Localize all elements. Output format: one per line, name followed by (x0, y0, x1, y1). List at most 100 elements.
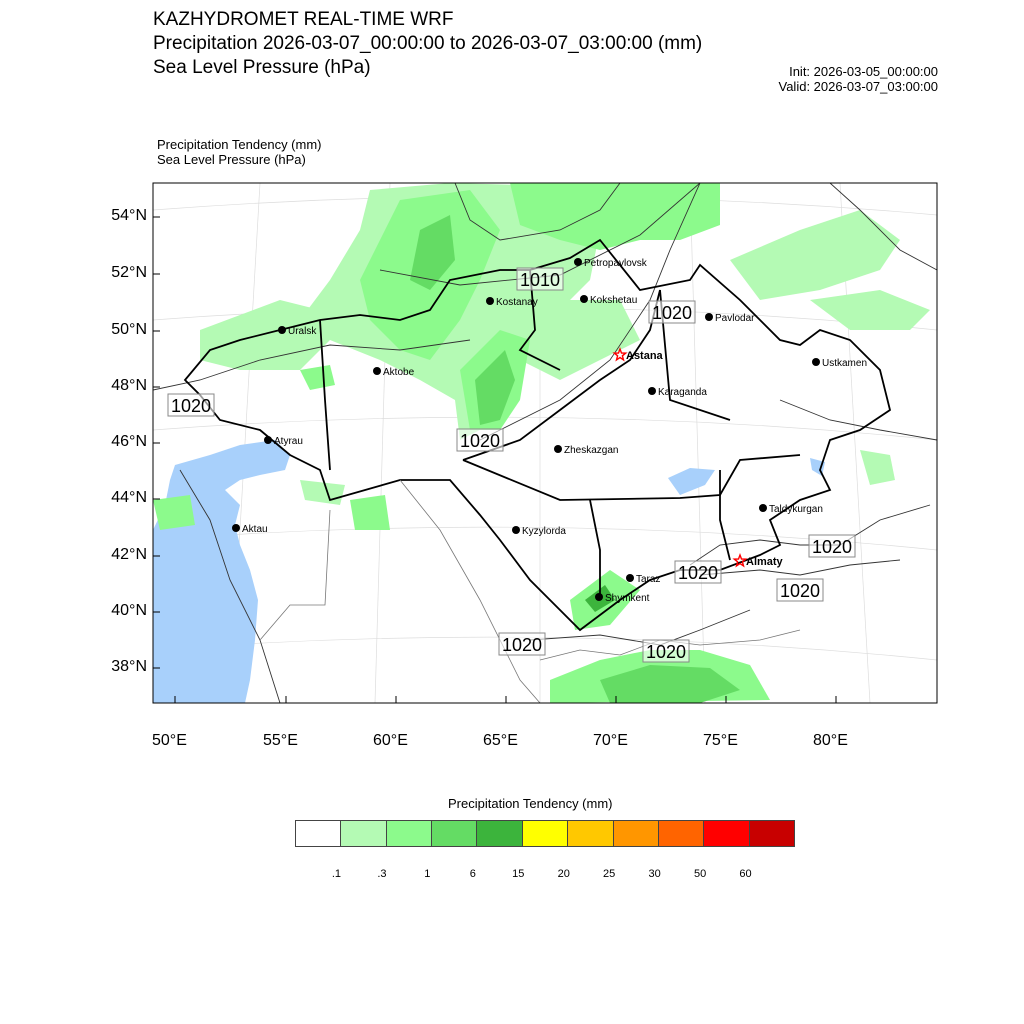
lat-label: 48°N (111, 377, 147, 394)
colorbar-label: 30 (648, 868, 661, 880)
city-label: Shymkent (605, 593, 650, 604)
borders (183, 238, 892, 632)
aral-lake (668, 468, 715, 495)
contour-label: 1020 (812, 537, 852, 557)
lon-label: 75°E (703, 732, 738, 749)
lat-label: 42°N (111, 546, 147, 563)
city-label: Astana (626, 350, 664, 362)
city-markers: Petropavlovsk Kostanay Kokshetau Pavlodar Ur… (232, 258, 867, 604)
city-dot-icon (574, 258, 582, 266)
lon-label: 65°E (483, 732, 518, 749)
city-dot-icon (232, 524, 240, 532)
city-label: Atyrau (274, 436, 303, 447)
city-label: Aktau (242, 524, 268, 535)
city-label: Ustkamen (822, 358, 867, 369)
chart-title: KAZHYDROMET REAL-TIME WRF (153, 9, 454, 30)
contour-label-box (456, 428, 504, 452)
valid-time: Valid: 2026-03-07_03:00:00 (778, 79, 939, 94)
contour-label-box (167, 393, 215, 417)
colorbar-label: .1 (331, 868, 342, 880)
lat-label: 52°N (111, 264, 147, 281)
contour-label-box (808, 534, 856, 558)
capital-star-icon (732, 553, 748, 568)
colorbar-label: 50 (693, 868, 707, 880)
colorbar-label: 6 (469, 868, 476, 880)
lat-label: 44°N (111, 489, 147, 506)
colorbar-label: 20 (557, 868, 570, 880)
colorbar-swatch (296, 821, 341, 846)
city-label: Taraz (636, 574, 660, 585)
city-label: Kokshetau (590, 295, 637, 306)
colorbar (295, 820, 795, 847)
colorbar-swatch (431, 821, 477, 846)
city-label: Zheskazgan (564, 445, 618, 456)
lat-label: 40°N (111, 602, 147, 619)
contour-labels: 1010 1020 1020 1020 1020 1020 1020 1020 1020 (167, 267, 856, 663)
chart-subtitle-precip: Precipitation 2026-03-07_00:00:00 to 202… (153, 33, 703, 54)
city-dot-icon (486, 297, 494, 305)
city-label: Petropavlovsk (584, 258, 648, 269)
colorbar-swatch (748, 821, 794, 846)
lon-label: 55°E (263, 732, 298, 749)
city-label: Taldykurgan (769, 504, 823, 515)
contour-label-box (516, 267, 564, 291)
city-label: Karaganda (658, 387, 707, 398)
field-label-precip: Precipitation Tendency (mm) (157, 137, 322, 152)
city-dot-icon (705, 313, 713, 321)
city-dot-icon (512, 526, 520, 534)
contour-label: 1020 (502, 635, 542, 655)
colorbar-label: .3 (377, 868, 387, 880)
precipitation-field (153, 183, 930, 703)
colorbar-label: 15 (512, 868, 525, 880)
colorbar-swatch (385, 821, 432, 846)
lon-label: 50°E (152, 732, 187, 749)
init-time: Init: 2026-03-05_00:00:00 (789, 64, 938, 79)
city-dot-icon (278, 326, 286, 334)
city-label: Almaty (746, 556, 784, 568)
contour-label-box (648, 300, 696, 324)
contour-label: 1020 (171, 396, 211, 416)
chart-subtitle-slp: Sea Level Pressure (hPa) (153, 57, 371, 78)
lat-label: 50°N (111, 321, 147, 338)
city-dot-icon (648, 387, 656, 395)
contour-label: 1020 (652, 303, 692, 323)
lon-label: 80°E (813, 732, 848, 749)
city-dot-icon (812, 358, 820, 366)
colorbar-swatch (567, 821, 613, 846)
colorbar-label: 25 (603, 868, 616, 880)
contour-label: 1020 (460, 431, 500, 451)
contour-label: 1010 (520, 270, 560, 290)
capital-star-icon (612, 347, 628, 362)
lon-label: 60°E (373, 732, 408, 749)
city-dot-icon (580, 295, 588, 303)
colorbar-label: 60 (739, 868, 752, 880)
contour-label-box (498, 632, 546, 656)
colorbar-swatch (612, 821, 658, 846)
lat-label: 46°N (111, 433, 147, 450)
contour-label-box (674, 560, 722, 584)
contour-label: 1020 (780, 581, 820, 601)
contour-label: 1020 (678, 563, 718, 583)
field-label-slp: Sea Level Pressure (hPa) (157, 152, 306, 167)
contour-label-box (642, 639, 690, 663)
colorbar-swatch (703, 821, 749, 846)
city-label: Pavlodar (715, 313, 755, 324)
lon-label: 70°E (593, 732, 628, 749)
city-dot-icon (554, 445, 562, 453)
axis-ticks (153, 216, 837, 703)
city-dot-icon (595, 593, 603, 601)
city-dot-icon (626, 574, 634, 582)
city-label: Kyzylorda (522, 526, 566, 537)
contour-label-box (776, 578, 824, 602)
colorbar-swatch (657, 821, 704, 846)
colorbar-title: Precipitation Tendency (mm) (448, 796, 613, 811)
colorbar-swatch (476, 821, 522, 846)
lat-label: 54°N (111, 207, 147, 224)
caspian-sea (153, 440, 290, 703)
lat-label: 38°N (111, 658, 147, 675)
colorbar-label: 1 (424, 868, 431, 880)
city-label: Kostanay (496, 297, 538, 308)
city-label: Uralsk (288, 326, 317, 337)
colorbar-swatch (340, 821, 386, 846)
